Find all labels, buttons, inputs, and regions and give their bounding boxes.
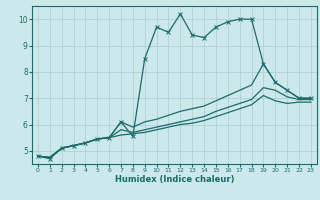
X-axis label: Humidex (Indice chaleur): Humidex (Indice chaleur) — [115, 175, 234, 184]
